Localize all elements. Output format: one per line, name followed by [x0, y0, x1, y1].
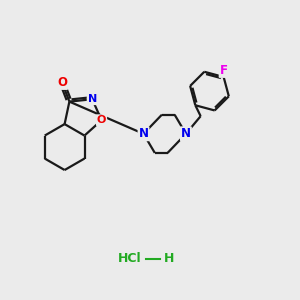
- Text: F: F: [220, 64, 228, 77]
- Text: N: N: [181, 127, 191, 140]
- Text: O: O: [97, 115, 106, 125]
- Text: N: N: [139, 127, 148, 140]
- Text: N: N: [88, 94, 97, 104]
- Text: HCl: HCl: [118, 252, 141, 266]
- Text: O: O: [57, 76, 67, 89]
- Text: H: H: [164, 252, 174, 266]
